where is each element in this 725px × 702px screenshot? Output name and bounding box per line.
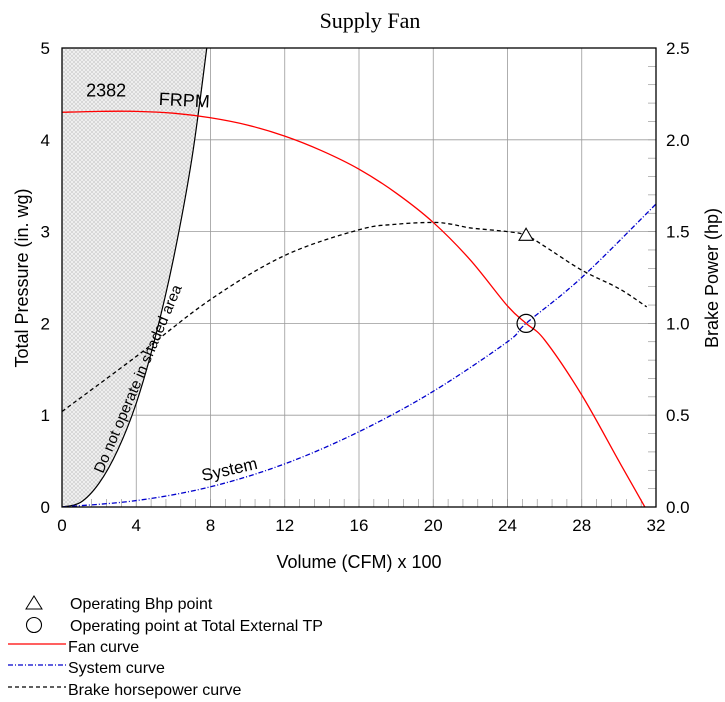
legend-item-label: System curve [68, 660, 165, 677]
operating-bhp-marker [518, 227, 535, 241]
legend: Operating Bhp point Operating point at To… [8, 595, 323, 699]
system-label: System [200, 454, 260, 485]
shaded-boundary-line [62, 48, 208, 507]
x-tick-label: 16 [350, 516, 369, 535]
legend-item-label: Brake horsepower curve [68, 682, 242, 699]
y-left-tick-label: 1 [41, 406, 50, 425]
x-tick-label: 12 [275, 516, 294, 535]
y-right-tick-label: 0.5 [666, 406, 690, 425]
y-left-tick-label: 0 [41, 498, 50, 517]
legend-item-label: Operating point at Total External TP [70, 618, 323, 635]
x-tick-label: 0 [57, 516, 66, 535]
y-right-tick-label: 1.0 [666, 314, 690, 333]
x-tick-label: 24 [498, 516, 517, 535]
x-tick-label: 32 [647, 516, 666, 535]
y-left-tick-label: 2 [41, 314, 50, 333]
y-right-tick-label: 2.0 [666, 131, 690, 150]
series-layer [62, 110, 656, 507]
y-right-tick-label: 1.5 [666, 223, 690, 242]
y-left-tick-label: 3 [41, 223, 50, 242]
x-tick-label: 8 [206, 516, 215, 535]
plot-border [61, 47, 657, 508]
y-left-tick-label: 5 [41, 39, 50, 58]
operating-tp-marker [516, 313, 536, 333]
legend-circle-icon [25, 616, 43, 634]
y-right-tick-label: 2.5 [666, 39, 690, 58]
x-tick-label: 28 [572, 516, 591, 535]
x-tick-label: 4 [132, 516, 141, 535]
legend-triangle-icon [25, 595, 43, 610]
x-tick-label: 20 [424, 516, 443, 535]
chart-title: Supply Fan [320, 8, 421, 33]
shaded-region [62, 48, 207, 507]
y-right-axis-label: Brake Power (hp) [702, 208, 722, 348]
legend-item-label: Operating Bhp point [70, 596, 213, 613]
y-left-axis-label: Total Pressure (in. wg) [12, 188, 32, 367]
series-line-fan-curve [62, 110, 646, 507]
x-axis-label: Volume (CFM) x 100 [276, 552, 441, 572]
y-right-tick-label: 0.0 [666, 498, 690, 517]
rpm-value: 2382 [86, 81, 126, 101]
legend-item-label: Fan curve [68, 639, 139, 656]
shaded-area [62, 48, 208, 507]
operating-points [516, 227, 536, 333]
plot-frame [61, 47, 657, 508]
rpm-unit: FRPM [158, 89, 210, 112]
y-left-tick-label: 4 [41, 131, 50, 150]
series-line-system-curve [62, 203, 656, 507]
